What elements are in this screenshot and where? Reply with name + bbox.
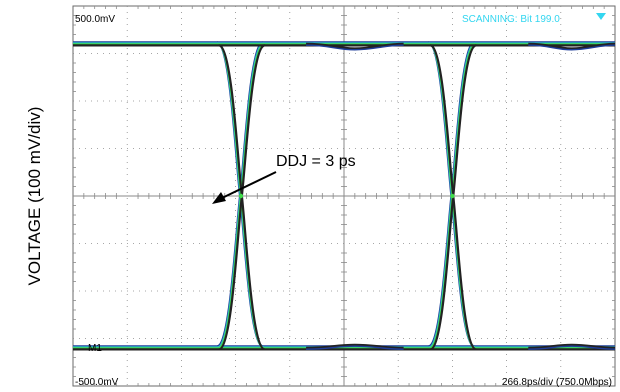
ringing-trace bbox=[528, 343, 616, 350]
ddj-annotation: DDJ = 3 ps bbox=[212, 153, 356, 204]
trigger-marker-icon bbox=[596, 13, 606, 20]
ringing-trace bbox=[306, 343, 404, 350]
timebase-readout: 266.8ps/div (750.0Mbps) bbox=[502, 377, 612, 388]
m1-marker-label: M1 bbox=[88, 343, 102, 354]
ddj-annotation-text: DDJ = 3 ps bbox=[276, 153, 356, 170]
scanning-status: SCANNING: Bit 199.0 bbox=[462, 14, 560, 25]
ddj-annotation-arrowhead bbox=[212, 192, 226, 204]
ringing-trace bbox=[528, 44, 616, 51]
plot-area bbox=[72, 5, 616, 387]
y-axis-label: VOLTAGE (100 mV/div) bbox=[25, 107, 44, 286]
crossing-point bbox=[450, 193, 455, 199]
ringing-trace bbox=[306, 42, 404, 50]
ringing-trace bbox=[528, 42, 616, 50]
eye-traces bbox=[73, 41, 616, 351]
ddj-annotation-arrow-line bbox=[221, 171, 277, 199]
grid bbox=[73, 6, 615, 386]
ringing-trace bbox=[528, 345, 616, 350]
ringing-trace bbox=[306, 345, 404, 350]
ringing-trace bbox=[306, 44, 404, 51]
bottom-voltage-readout: -500.0mV bbox=[75, 377, 119, 388]
top-voltage-readout: 500.0mV bbox=[75, 14, 115, 25]
crossing-point bbox=[238, 193, 244, 199]
